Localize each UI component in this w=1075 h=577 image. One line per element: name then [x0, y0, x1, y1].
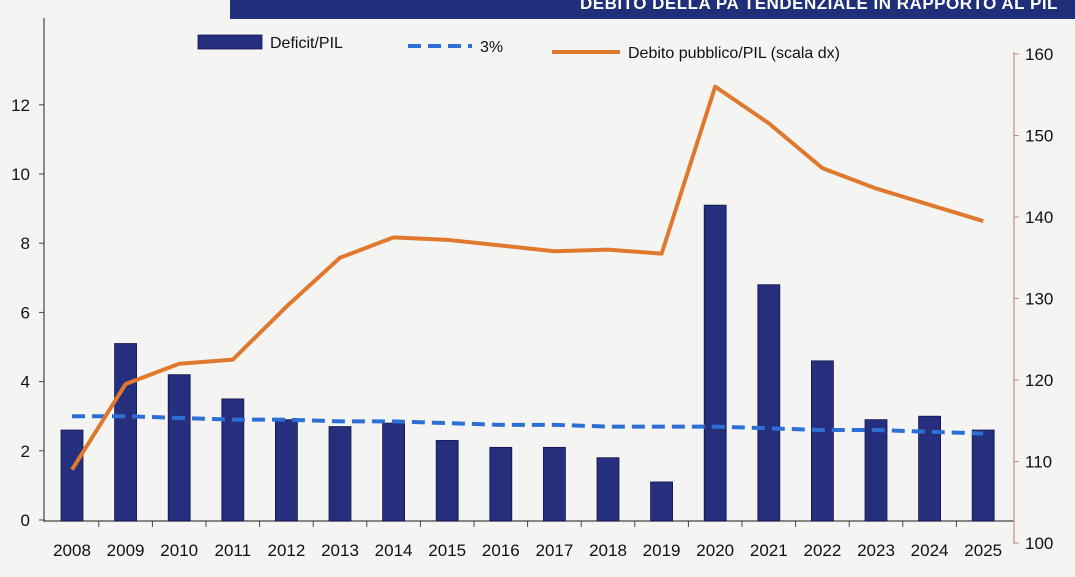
deficit-bar	[596, 457, 620, 522]
x-tick-label: 2011	[215, 541, 252, 560]
legend-label-deficit: Deficit/PIL	[270, 35, 343, 52]
x-tick-label: 2020	[696, 541, 734, 560]
left-tick-label: 8	[21, 234, 30, 253]
right-tick-label: 110	[1025, 453, 1052, 472]
x-tick-label: 2013	[321, 541, 359, 560]
threshold-3pct-line	[72, 414, 984, 436]
x-tick-label: 2021	[750, 541, 788, 560]
x-tick-label: 2016	[482, 541, 520, 560]
deficit-bar	[971, 429, 995, 522]
x-tick-label: 2009	[107, 541, 145, 560]
x-tick-label: 2022	[803, 541, 841, 560]
left-tick-label: 2	[21, 442, 30, 461]
deficit-bar	[703, 204, 727, 522]
chart-title: DEBITO DELLA PA TENDENZIALE IN RAPPORTO …	[580, 0, 1058, 13]
left-tick-label: 0	[21, 511, 30, 530]
title-banner: DEBITO DELLA PA TENDENZIALE IN RAPPORTO …	[230, 0, 1075, 19]
deficit-bar	[435, 440, 459, 522]
deficit-bar	[60, 429, 84, 522]
deficit-bar	[114, 343, 137, 522]
deficit-bar	[274, 419, 298, 522]
deficit-bar	[489, 446, 513, 522]
legend-bar-swatch	[197, 34, 263, 50]
deficit-bar	[167, 374, 191, 522]
deficit-bar	[864, 419, 888, 522]
right-tick-label: 160	[1025, 45, 1053, 64]
legend-label-debt: Debito pubblico/PIL (scala dx)	[628, 45, 840, 62]
deficit-bar	[221, 398, 245, 522]
deficit-bar	[650, 481, 673, 522]
deficit-bar	[328, 426, 352, 522]
deficit-bar	[918, 415, 941, 522]
left-tick-label: 4	[21, 373, 30, 392]
x-tick-label: 2018	[589, 541, 627, 560]
left-tick-label: 12	[11, 96, 30, 115]
right-tick-label: 140	[1025, 208, 1053, 227]
right-tick-label: 100	[1025, 534, 1053, 553]
x-tick-label: 2017	[535, 541, 573, 560]
right-tick-label: 120	[1025, 371, 1053, 390]
x-tick-label: 2015	[428, 541, 466, 560]
right-tick-label: 130	[1025, 290, 1053, 309]
x-tick-label: 2023	[857, 541, 895, 560]
x-tick-label: 2024	[911, 541, 949, 560]
debt-to-gdp-line	[70, 84, 984, 471]
deficit-bar	[382, 422, 406, 522]
deficit-bar	[811, 360, 834, 522]
right-tick-label: 150	[1025, 127, 1053, 146]
x-tick-label: 2014	[375, 541, 413, 560]
left-tick-label: 6	[21, 303, 30, 322]
deficit-bar	[757, 284, 781, 522]
x-tick-label: 2019	[643, 541, 681, 560]
legend-label-threshold: 3%	[480, 39, 503, 56]
x-tick-label: 2012	[267, 541, 305, 560]
left-tick-label: 10	[11, 165, 30, 184]
deficit-bar	[543, 446, 566, 522]
x-tick-label: 2010	[160, 541, 198, 560]
x-tick-label: 2008	[53, 541, 91, 560]
x-tick-label: 2025	[964, 541, 1002, 560]
